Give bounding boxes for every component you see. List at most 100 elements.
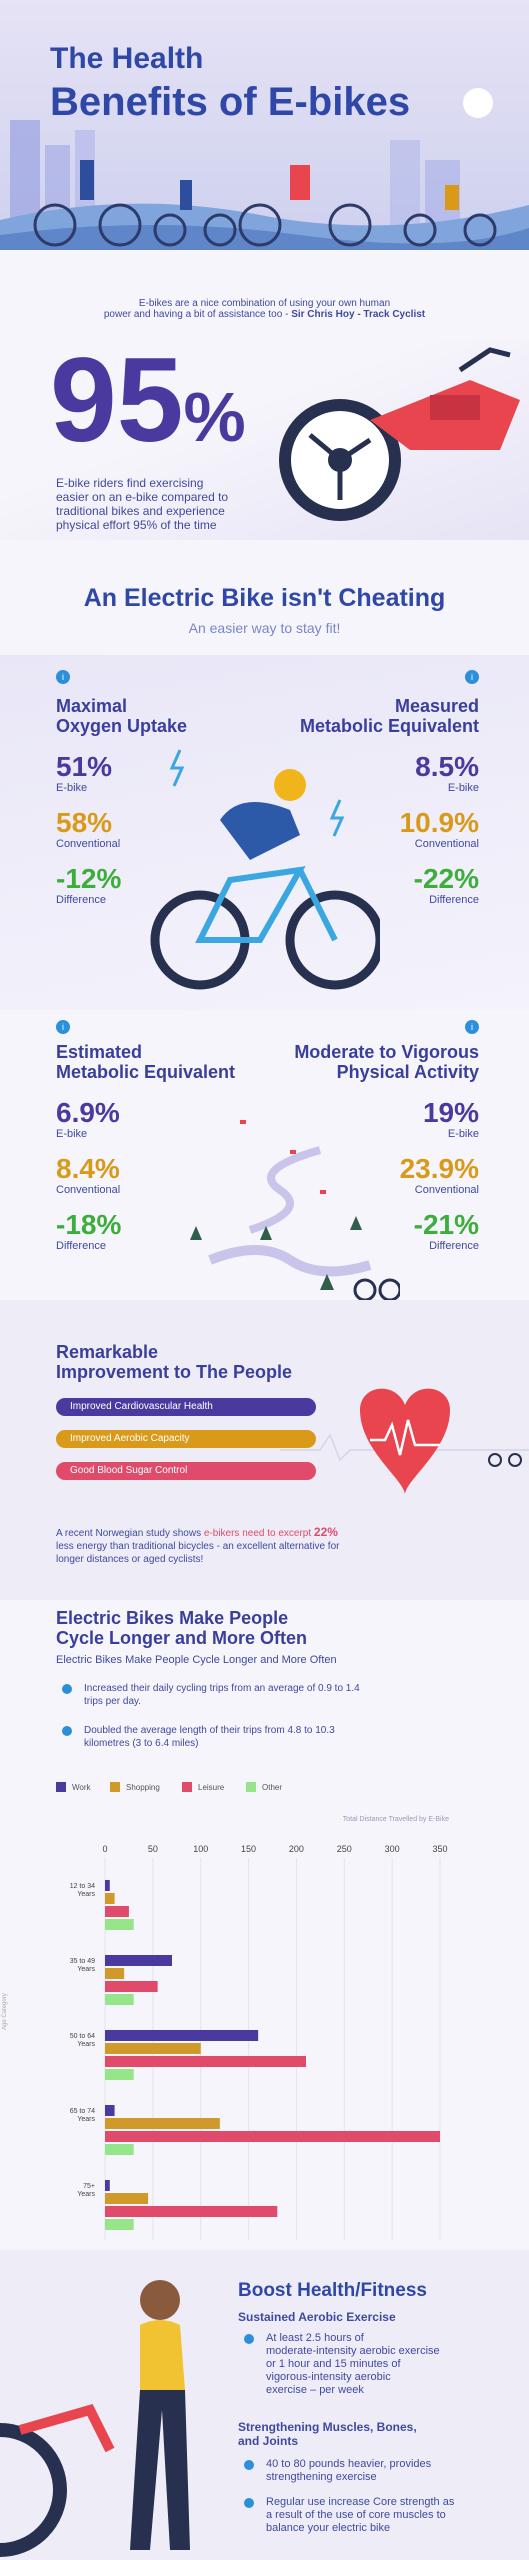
oxygen-difference-label: Difference	[56, 894, 106, 906]
bar-leisure	[105, 1981, 158, 1992]
boost-sub2-b2-line2: a result of the use of core muscles to	[266, 2509, 446, 2521]
bar-shopping	[105, 2193, 149, 2204]
legend-shopping: Shopping	[126, 1783, 160, 1792]
met-estimated-difference-value: -18%	[56, 1209, 122, 1240]
met-estimated-ebike-value: 6.9%	[56, 1097, 120, 1128]
bullet-icon	[62, 1684, 72, 1694]
info-icon: i	[56, 1020, 70, 1034]
met-measured-conventional-label: Conventional	[414, 838, 479, 850]
activity-title-2: Physical Activity	[336, 1062, 479, 1082]
category-label: Years	[77, 2191, 95, 2198]
study-line2: less energy than traditional bicycles - …	[56, 1541, 340, 1552]
longer-section: Electric Bikes Make People Cycle Longer …	[0, 1600, 529, 2250]
x-tick-label: 250	[337, 1844, 352, 1854]
study-pct: 22%	[313, 1525, 338, 1539]
woman-with-bike-illustration	[0, 2280, 190, 2557]
bar-other	[105, 1994, 134, 2005]
boost-sub1-line3: or 1 hour and 15 minutes of	[266, 2358, 401, 2370]
quote-line2: power and having a bit of assistance too…	[103, 309, 289, 320]
activity-difference-label: Difference	[429, 1240, 479, 1252]
header-section: The Health Benefits of E-bikes	[0, 0, 529, 250]
study-line1: A recent Norwegian study shows e-bikers …	[56, 1526, 476, 1540]
bullet-icon	[244, 2498, 254, 2508]
longer-bullet-1-line2: trips per day.	[84, 1696, 142, 1707]
hero-stat-section: 95% E-bike riders find exercising easier…	[0, 340, 529, 540]
met-measured-title-1: Measured	[394, 696, 479, 716]
x-tick-label: 0	[102, 1844, 107, 1854]
boost-sub1-line2: moderate-intensity aerobic exercise	[266, 2345, 440, 2357]
boost-sub2-bullet2: Regular use increase Core strength as a …	[266, 2496, 454, 2535]
longer-bullet-1: Increased their daily cycling trips from…	[84, 1682, 360, 1708]
met-measured-conventional-value: 10.9%	[399, 807, 479, 838]
boost-sub2-line2: and Joints	[238, 2434, 299, 2448]
legend-swatch-work	[56, 1782, 66, 1792]
study-line3: longer distances or aged cyclists!	[56, 1554, 204, 1565]
legend-other: Other	[262, 1783, 283, 1792]
met-estimated-conventional-label: Conventional	[56, 1184, 121, 1196]
bar-shopping	[105, 2043, 201, 2054]
category-label: 75+	[83, 2183, 95, 2190]
cheating-subtitle: An easier way to stay fit!	[188, 620, 341, 636]
info-icon: i	[465, 1020, 479, 1034]
bullet-icon	[62, 1726, 72, 1736]
improvement-section: Remarkable Improvement to The People Imp…	[0, 1300, 529, 1600]
oxygen-title: Maximal Oxygen Uptake	[56, 696, 187, 736]
bar-work	[105, 2180, 110, 2191]
cyclist-illustration	[150, 749, 380, 990]
study-highlight: e-bikers need to excerpt	[203, 1528, 312, 1539]
oxygen-conventional-label: Conventional	[56, 838, 121, 850]
legend-work: Work	[72, 1783, 91, 1792]
study-text: A recent Norwegian study shows e-bikers …	[56, 1526, 476, 1566]
improvement-title: Remarkable Improvement to The People	[56, 1342, 292, 1382]
x-tick-label: 100	[193, 1844, 208, 1854]
info-icon: i	[465, 670, 479, 684]
longer-bullet-2-line1: Doubled the average length of their trip…	[84, 1725, 335, 1736]
boost-sub1-line5: exercise – per week	[266, 2384, 364, 2396]
oxygen-ebike-value: 51%	[56, 751, 113, 782]
stats2-section: i Estimated Metabolic Equivalent 6.9% E-…	[0, 1010, 529, 1302]
longer-title: Electric Bikes Make People Cycle Longer …	[56, 1608, 307, 1648]
legend-swatch-other	[246, 1782, 256, 1792]
boost-sub1-line4: vigorous-intensity aerobic	[266, 2371, 391, 2383]
bar-leisure	[105, 2206, 278, 2217]
category-label: Years	[77, 1966, 95, 1973]
oxygen-difference-value: -12%	[56, 863, 122, 894]
quote-line2-wrap: power and having a bit of assistance too…	[0, 309, 529, 320]
info-icon: i	[56, 670, 70, 684]
longer-title-2: Cycle Longer and More Often	[56, 1628, 308, 1648]
category-label: Years	[77, 1891, 95, 1898]
quote-line1: E-bikes are a nice combination of using …	[138, 298, 391, 309]
bar-work	[105, 1880, 110, 1891]
bar-work	[105, 2105, 115, 2116]
met-estimated-title: Estimated Metabolic Equivalent	[56, 1042, 235, 1082]
improvement-title-2: Improvement to The People	[56, 1362, 293, 1382]
met-measured-title: Measured Metabolic Equivalent	[300, 696, 479, 736]
activity-title: Moderate to Vigorous Physical Activity	[294, 1042, 479, 1082]
legend-swatch-shopping	[110, 1782, 120, 1792]
oxygen-title-1: Maximal	[56, 696, 128, 716]
bar-leisure	[105, 2131, 440, 2142]
pill-blood-sugar: Good Blood Sugar Control	[56, 1462, 316, 1480]
quote-section: E-bikes are a nice combination of using …	[0, 250, 529, 340]
activity-ebike-label: E-bike	[447, 1128, 479, 1140]
category-label: 12 to 34	[70, 1883, 95, 1890]
met-measured-ebike-value: 8.5%	[415, 751, 479, 782]
red-ebike-illustration	[279, 347, 520, 521]
pill-aerobic: Improved Aerobic Capacity	[56, 1430, 316, 1448]
category-label: 50 to 64	[70, 2033, 95, 2040]
longer-bullet-1-line1: Increased their daily cycling trips from…	[84, 1683, 360, 1694]
hero-description: E-bike riders find exercising easier on …	[56, 476, 228, 532]
longer-title-1: Electric Bikes Make People	[56, 1608, 289, 1628]
bar-other	[105, 2219, 134, 2230]
bar-other	[105, 2144, 134, 2155]
hero-value: 95%	[50, 340, 246, 460]
x-tick-label: 50	[148, 1844, 158, 1854]
activity-ebike-value: 19%	[422, 1097, 479, 1128]
met-measured-difference-value: -22%	[413, 863, 479, 894]
x-tick-label: 200	[289, 1844, 304, 1854]
x-tick-label: 350	[432, 1844, 447, 1854]
activity-conventional-label: Conventional	[414, 1184, 479, 1196]
bar-shopping	[105, 1968, 125, 1979]
boost-sub2-bullet1: 40 to 80 pounds heavier, provides streng…	[266, 2458, 431, 2484]
